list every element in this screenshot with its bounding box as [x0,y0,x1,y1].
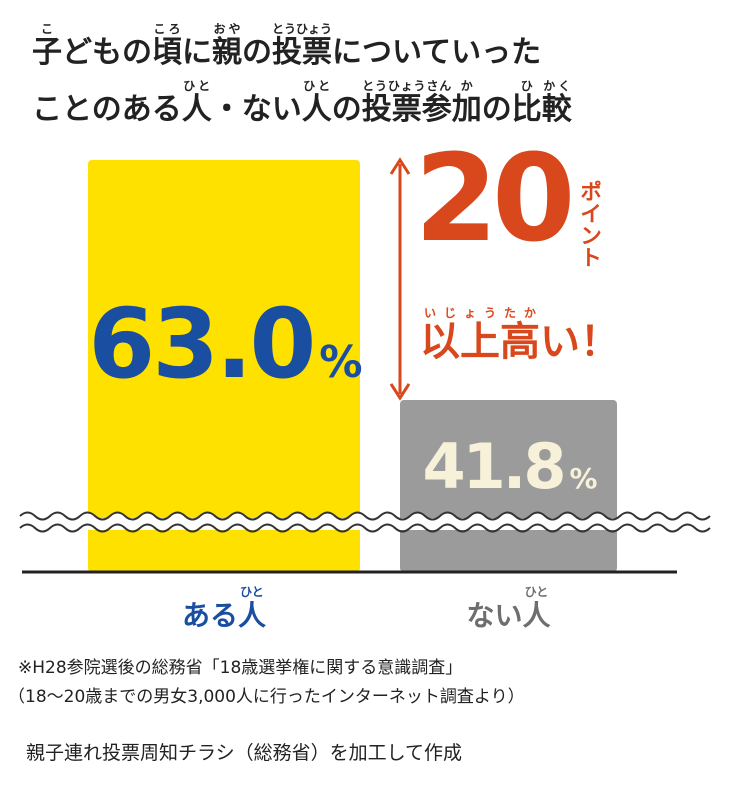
ruby-base: 子 [32,35,62,70]
text: の [242,35,272,70]
ruby-base: 人 [181,92,212,127]
ruby-reading: いじょう [420,306,500,320]
ruby-reading: とうひょうさん [361,79,452,93]
text: い！ [540,319,620,365]
title-line: 子こどもの頃ころに親おやの投票とうひょうについていった [32,22,541,71]
ruby-text: 人ひと [301,79,332,127]
ruby-reading: とうひょう [272,22,333,36]
ruby-text: 比ひ [511,79,542,127]
ruby-text: 較かく [541,79,572,127]
title-line: ことのある人ひと・ない人ひとの投票参とうひょうさん加かの比ひ較かく [32,79,572,128]
axis-break [19,511,711,521]
ruby-text: 加か [451,79,482,127]
ruby-reading: ひと [301,79,332,93]
x-tick-label: ない人 [466,599,550,632]
x-tick-ruby: ひと [525,585,549,599]
value-label: 41.8% [423,430,598,503]
ruby-reading: ころ [152,22,182,36]
ruby-base: 投票参 [361,92,452,127]
ruby-base: 人 [301,92,332,127]
text: の [481,92,512,127]
ruby-base: 比 [511,92,542,127]
note: 親子連れ投票周知チラシ（総務省）を加工して作成 [26,742,463,764]
ruby-base: 較 [541,92,572,127]
note: ※H28参院選後の総務省「18歳選挙権に関する意識調査」 [18,658,463,678]
ruby-text: 人ひと [181,79,212,127]
ruby-base: 加 [451,92,482,127]
text: ・ない [211,92,302,127]
text: どもの [62,35,152,70]
ruby-text: 高たか [500,306,540,365]
axis-break [20,518,690,528]
ruby-reading: ひ [511,79,542,93]
x-tick-label: ある人 [182,599,266,632]
value-unit: % [319,338,361,388]
axis-break [19,523,711,533]
note: （18～20歳までの男女3,000人に行ったインターネット調査より） [8,687,525,707]
ruby-base: 以上 [420,319,500,365]
ruby-reading: たか [500,306,540,320]
text: ことのある [32,92,182,127]
value-number: 41.8 [423,430,564,503]
ruby-reading: おや [212,22,242,36]
text: に [182,35,212,70]
ruby-base: 親 [212,35,242,70]
value-label: 63.0% [88,288,361,400]
ruby-reading: かく [541,79,572,93]
text: の [331,92,362,127]
arrow-head [389,383,411,401]
ruby-text: 投票参とうひょうさん [361,79,452,127]
annotation-unit: ポイント [576,180,601,268]
ruby-text: 投票とうひょう [272,22,333,70]
ruby-base: 高 [500,319,540,365]
arrow-head [389,157,411,175]
ruby-reading: か [451,79,482,93]
ruby-text: 親おや [212,22,242,70]
bar [88,160,360,572]
ruby-base: 投票 [272,35,333,70]
ruby-text: 子こ [32,22,62,70]
text: についていった [332,35,542,70]
ruby-text: 頃ころ [152,22,182,70]
ruby-reading: こ [32,22,62,36]
ruby-reading: ひと [181,79,212,93]
value-number: 63.0 [88,288,313,400]
x-tick-ruby: ひと [240,585,264,599]
annotation-text: 以上いじょう高たかい！ [420,306,620,367]
ruby-text: 以上いじょう [420,306,500,365]
ruby-base: 頃 [152,35,182,70]
annotation-number: 20 [415,130,570,269]
value-unit: % [570,462,598,495]
